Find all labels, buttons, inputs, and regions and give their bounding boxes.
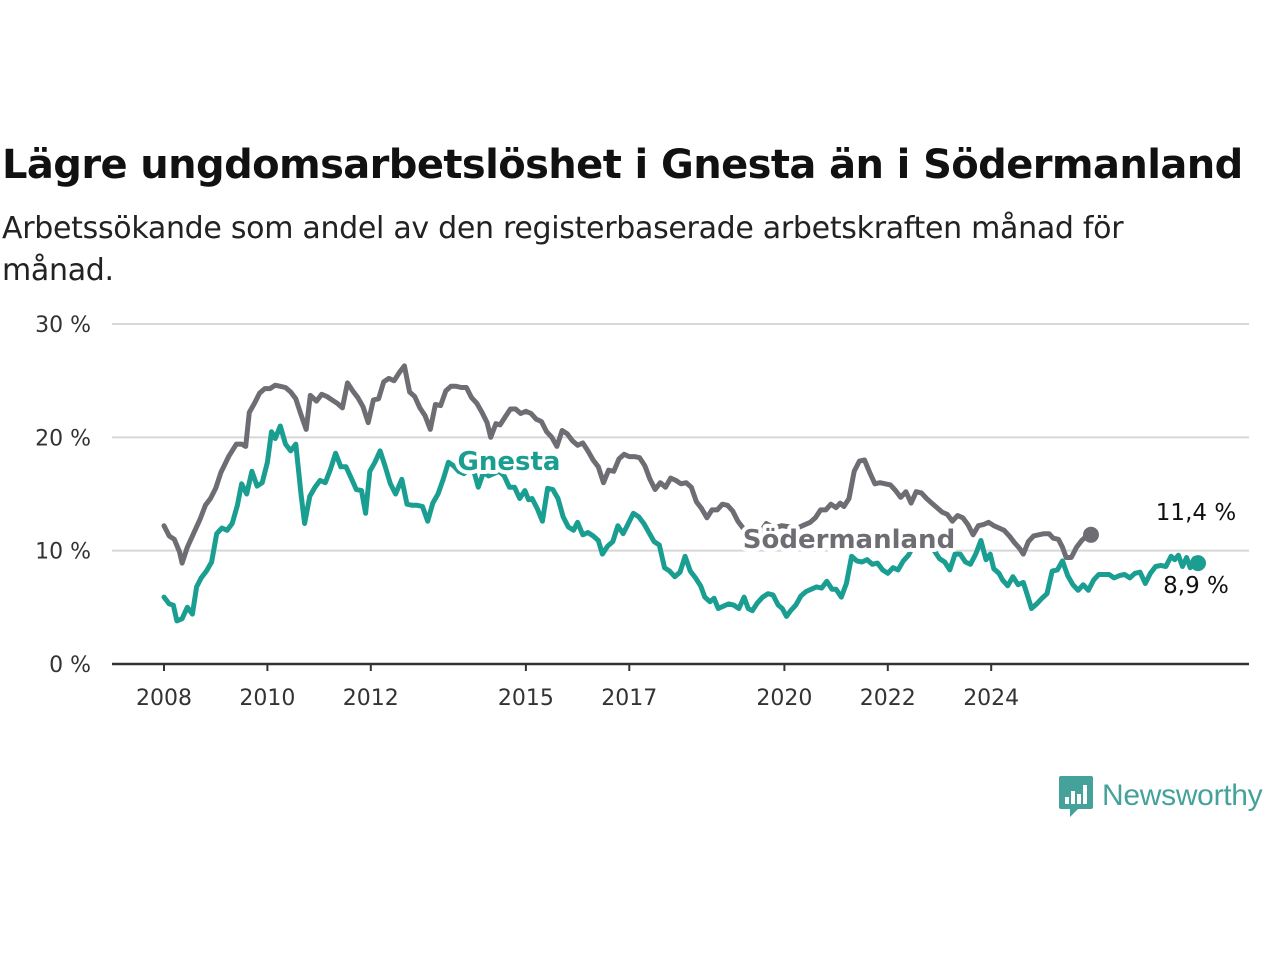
brand-name: Newsworthy bbox=[1102, 779, 1263, 812]
x-tick-label: 2020 bbox=[756, 686, 812, 711]
x-tick-label: 2024 bbox=[963, 686, 1019, 711]
line-chart: 0 % 10 % 20 % 30 % 2008 2010 2012 2015 2017 2020… bbox=[35, 313, 1249, 711]
x-tick-label: 2012 bbox=[343, 686, 399, 711]
y-axis-ticks: 0 % 10 % 20 % 30 % bbox=[35, 313, 91, 678]
chart-subtitle: Arbetssökande som andel av den registerb… bbox=[2, 211, 1124, 288]
x-tick-label: 2010 bbox=[239, 686, 295, 711]
series-lines bbox=[161, 363, 1206, 624]
end-point-gnesta bbox=[1190, 555, 1206, 572]
y-tick-label: 20 % bbox=[35, 426, 91, 451]
series-label-gnesta: Gnesta bbox=[458, 447, 561, 477]
y-tick-label: 0 % bbox=[49, 653, 91, 678]
series-labels: Södermanland Gnesta 11,4 % 8,9 % bbox=[454, 443, 1237, 599]
x-tick-label: 2008 bbox=[136, 686, 192, 711]
y-tick-label: 30 % bbox=[35, 313, 91, 338]
x-axis-ticks: 2008 2010 2012 2015 2017 2020 2022 2024 bbox=[136, 664, 1019, 711]
brand-logo: Newsworthy bbox=[1058, 774, 1263, 818]
gridlines bbox=[112, 323, 1249, 666]
chart-title: Lägre ungdomsarbetslöshet i Gnesta än i … bbox=[2, 142, 1243, 188]
series-line-södermanland bbox=[161, 363, 1094, 566]
end-value-label-sodermanland: 11,4 % bbox=[1156, 500, 1236, 526]
x-tick-label: 2015 bbox=[498, 686, 554, 711]
y-tick-label: 10 % bbox=[35, 540, 91, 565]
series-label-sodermanland: Södermanland bbox=[743, 525, 955, 555]
end-point-södermanland bbox=[1082, 526, 1099, 543]
newsworthy-logo-icon bbox=[1059, 776, 1093, 817]
x-tick-label: 2022 bbox=[860, 686, 916, 711]
end-value-label-gnesta: 8,9 % bbox=[1163, 573, 1229, 599]
x-tick-label: 2017 bbox=[601, 686, 657, 711]
series-line-gnesta bbox=[161, 423, 1201, 624]
